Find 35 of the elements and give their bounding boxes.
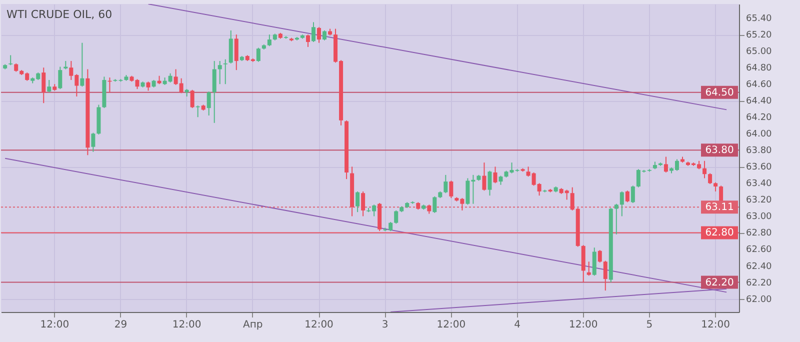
y-tick-label: 65.20 — [746, 30, 772, 41]
x-tick-label: 12:00 — [172, 320, 202, 330]
y-tick-label: 63.20 — [746, 196, 772, 206]
x-tick-label: 3 — [382, 320, 388, 330]
chart-title: WTI CRUDE OIL, 60 — [6, 8, 112, 21]
x-tick-label: 12:00 — [436, 320, 466, 330]
ref-line-label: 62.80 — [705, 228, 734, 239]
y-tick-label: 65.00 — [746, 47, 772, 58]
y-tick-label: 64.80 — [746, 64, 772, 74]
y-tick-label: 63.00 — [746, 212, 772, 222]
y-tick-label: 63.80 — [746, 146, 772, 156]
y-tick-label: 62.80 — [746, 228, 772, 239]
x-tick-label: Апр — [243, 320, 263, 330]
x-tick-label: 12:00 — [701, 320, 730, 330]
y-tick-label: 62.60 — [746, 245, 772, 256]
y-tick-label: 63.60 — [746, 162, 772, 173]
x-tick-label: 12:00 — [568, 320, 598, 330]
y-tick-label: 64.60 — [746, 80, 772, 90]
y-tick-label: 62.40 — [746, 262, 772, 272]
y-tick-label: 64.40 — [746, 96, 772, 107]
y-tick-label: 63.40 — [746, 179, 772, 190]
ref-line-label: 64.50 — [705, 87, 734, 98]
y-tick-label: 62.00 — [746, 294, 772, 305]
x-tick-label: 12:00 — [40, 320, 70, 330]
x-tick-label: 5 — [646, 320, 653, 330]
x-tick-label: 4 — [514, 320, 520, 330]
x-tick-label: 29 — [114, 320, 128, 330]
ref-line-label: 63.11 — [705, 202, 734, 214]
x-tick-label: 12:00 — [304, 320, 334, 330]
y-tick-label: 64.00 — [746, 130, 772, 140]
y-tick-label: 62.20 — [746, 278, 772, 288]
y-tick-label: 65.40 — [746, 14, 772, 24]
y-tick-label: 64.20 — [746, 113, 772, 124]
ref-line-label: 63.80 — [705, 145, 734, 156]
ref-line-label: 62.20 — [705, 277, 734, 288]
